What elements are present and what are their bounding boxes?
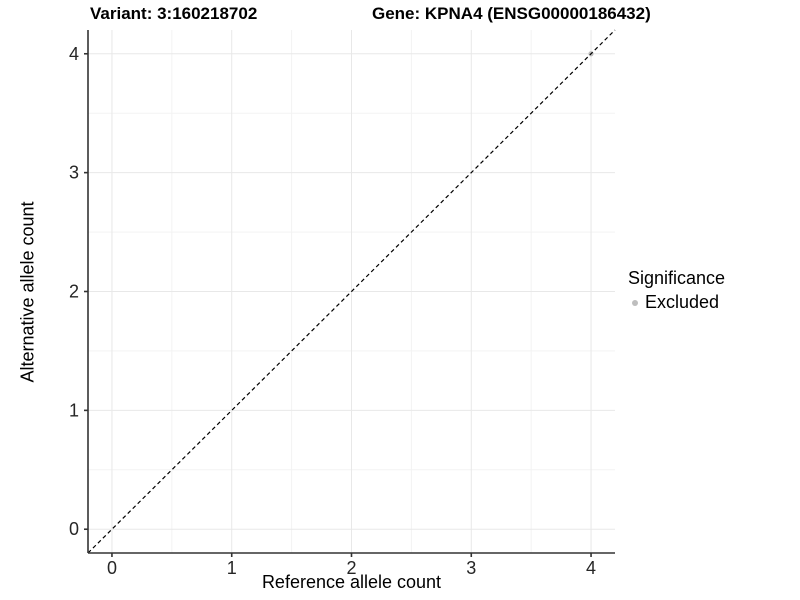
x-tick-label: 2 xyxy=(346,558,356,578)
legend-items: Excluded xyxy=(628,292,725,313)
x-tick-label: 0 xyxy=(107,558,117,578)
y-tick-label: 1 xyxy=(69,400,79,420)
identity-reference-line xyxy=(87,29,616,554)
x-tick-label: 1 xyxy=(227,558,237,578)
y-tick-label: 2 xyxy=(69,282,79,302)
y-axis-title: Alternative allele count xyxy=(17,201,38,383)
legend: Significance Excluded xyxy=(628,268,725,313)
x-tick-label: 4 xyxy=(586,558,596,578)
x-axis-title: Reference allele count xyxy=(261,572,442,592)
x-tick-label: 3 xyxy=(466,558,476,578)
legend-item-excluded: Excluded xyxy=(628,292,725,313)
legend-key-dot-icon xyxy=(632,299,638,306)
legend-title: Significance xyxy=(628,268,726,288)
y-tick-label: 3 xyxy=(69,163,79,183)
plot-title-variant: Variant: 3:160218702 xyxy=(90,4,258,23)
y-tick-label: 4 xyxy=(69,44,79,64)
y-tick-label: 0 xyxy=(69,519,79,539)
plot-title-gene: Gene: KPNA4 (ENSG00000186432) xyxy=(372,4,651,23)
legend-item-label: Excluded xyxy=(645,292,720,312)
